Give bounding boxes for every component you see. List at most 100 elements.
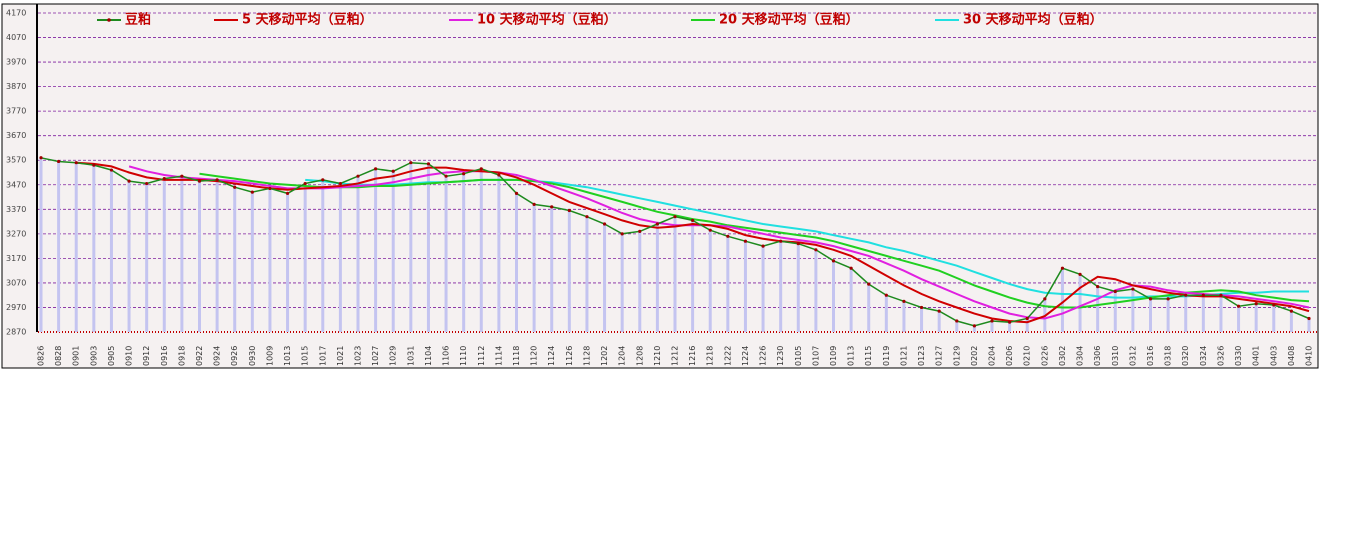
x-tick-label: 0930 bbox=[248, 346, 257, 366]
x-tick-label: 0318 bbox=[1164, 346, 1173, 366]
x-tick-label: 0304 bbox=[1076, 346, 1085, 366]
x-tick-label: 1210 bbox=[653, 346, 662, 366]
x-tick-label: 1009 bbox=[265, 346, 274, 366]
x-tick-label: 0320 bbox=[1181, 346, 1190, 366]
x-tick-label: 0828 bbox=[54, 346, 63, 366]
data-point bbox=[919, 305, 924, 310]
data-point bbox=[655, 222, 659, 226]
x-tick-label: 1106 bbox=[442, 346, 451, 366]
data-point bbox=[57, 159, 61, 164]
data-point bbox=[550, 205, 554, 209]
data-point bbox=[197, 179, 202, 183]
data-point bbox=[250, 190, 254, 194]
data-point bbox=[127, 179, 131, 183]
x-tick-label: 0910 bbox=[125, 346, 134, 366]
x-tick-label: 1029 bbox=[389, 346, 398, 366]
y-tick-label: 3370 bbox=[6, 205, 26, 214]
data-point bbox=[514, 191, 519, 195]
x-tick-label: 1013 bbox=[283, 346, 292, 366]
data-point bbox=[303, 181, 307, 186]
data-point bbox=[162, 177, 166, 181]
data-point bbox=[937, 309, 941, 313]
data-point bbox=[444, 174, 448, 178]
data-point bbox=[1078, 272, 1082, 276]
x-tick-label: 0403 bbox=[1269, 346, 1278, 366]
x-tick-label: 1208 bbox=[635, 346, 644, 366]
x-tick-label: 0206 bbox=[1005, 346, 1014, 366]
legend-item: 10 天移动平均（豆粕） bbox=[449, 12, 617, 28]
y-tick-label: 2970 bbox=[6, 303, 26, 312]
data-point bbox=[1113, 289, 1117, 294]
x-tick-label: 0905 bbox=[107, 346, 116, 366]
data-point bbox=[955, 319, 959, 323]
x-tick-label: 0127 bbox=[935, 346, 944, 366]
data-point bbox=[691, 218, 695, 222]
legend-label: 豆粕 bbox=[125, 12, 151, 28]
x-tick-label: 0113 bbox=[847, 346, 856, 366]
y-tick-label: 4070 bbox=[6, 33, 26, 42]
data-point bbox=[1307, 316, 1311, 321]
x-tick-label: 0903 bbox=[89, 346, 98, 366]
data-point bbox=[426, 162, 431, 166]
x-tick-label: 1021 bbox=[336, 346, 345, 366]
legend-item: 5 天移动平均（豆粕） bbox=[214, 12, 373, 28]
x-tick-label: 0119 bbox=[882, 346, 891, 366]
legend-label: 20 天移动平均（豆粕） bbox=[719, 12, 859, 28]
x-tick-label: 0916 bbox=[160, 346, 169, 366]
data-point bbox=[1236, 304, 1241, 308]
x-tick-label: 1114 bbox=[494, 346, 503, 366]
data-point bbox=[92, 163, 96, 167]
data-point bbox=[1184, 293, 1188, 297]
data-point bbox=[761, 244, 765, 248]
x-tick-label: 1031 bbox=[406, 346, 415, 366]
y-tick-label: 3970 bbox=[6, 58, 26, 67]
y-tick-label: 3570 bbox=[6, 156, 26, 165]
x-tick-label: 0306 bbox=[1093, 346, 1102, 366]
data-point bbox=[1219, 293, 1223, 297]
x-tick-label: 0115 bbox=[864, 346, 873, 366]
data-point bbox=[233, 185, 237, 189]
x-tick-label: 0408 bbox=[1287, 346, 1296, 366]
x-tick-label: 0826 bbox=[37, 346, 46, 366]
x-tick-label: 1110 bbox=[459, 346, 468, 366]
x-tick-label: 0922 bbox=[195, 346, 204, 366]
data-point bbox=[567, 208, 571, 213]
data-point bbox=[1131, 287, 1135, 291]
data-point bbox=[726, 234, 730, 238]
x-tick-label: 1224 bbox=[741, 346, 750, 366]
x-tick-label: 1017 bbox=[318, 346, 327, 366]
data-point bbox=[497, 173, 501, 177]
x-tick-label: 0326 bbox=[1216, 346, 1225, 366]
data-point bbox=[1272, 303, 1276, 307]
data-point bbox=[902, 299, 906, 303]
data-point bbox=[338, 181, 342, 186]
data-point bbox=[638, 229, 642, 233]
y-tick-label: 3770 bbox=[6, 107, 26, 116]
data-point bbox=[532, 202, 536, 206]
data-point bbox=[1166, 297, 1170, 301]
data-point bbox=[884, 293, 888, 297]
data-point bbox=[990, 319, 994, 323]
data-point bbox=[708, 228, 712, 232]
x-tick-label: 1212 bbox=[671, 346, 680, 366]
data-point bbox=[39, 156, 43, 160]
x-tick-label: 1015 bbox=[301, 346, 310, 366]
data-point bbox=[620, 232, 624, 236]
data-point bbox=[602, 222, 607, 226]
series-line bbox=[199, 172, 1310, 309]
data-point bbox=[74, 161, 78, 165]
data-point bbox=[1254, 302, 1258, 306]
x-tick-label: 0302 bbox=[1058, 346, 1067, 366]
x-tick-label: 0901 bbox=[72, 346, 81, 366]
legend-item: 豆粕 bbox=[97, 12, 151, 28]
x-tick-label: 1218 bbox=[706, 346, 715, 366]
legend-marker bbox=[107, 18, 111, 22]
x-tick-label: 0105 bbox=[794, 346, 803, 366]
x-tick-label: 1128 bbox=[582, 346, 591, 366]
x-tick-label: 0109 bbox=[829, 346, 838, 366]
x-tick-label: 1027 bbox=[371, 346, 380, 366]
x-tick-label: 0410 bbox=[1305, 346, 1314, 366]
y-tick-label: 3470 bbox=[6, 180, 26, 189]
data-point bbox=[409, 161, 413, 165]
